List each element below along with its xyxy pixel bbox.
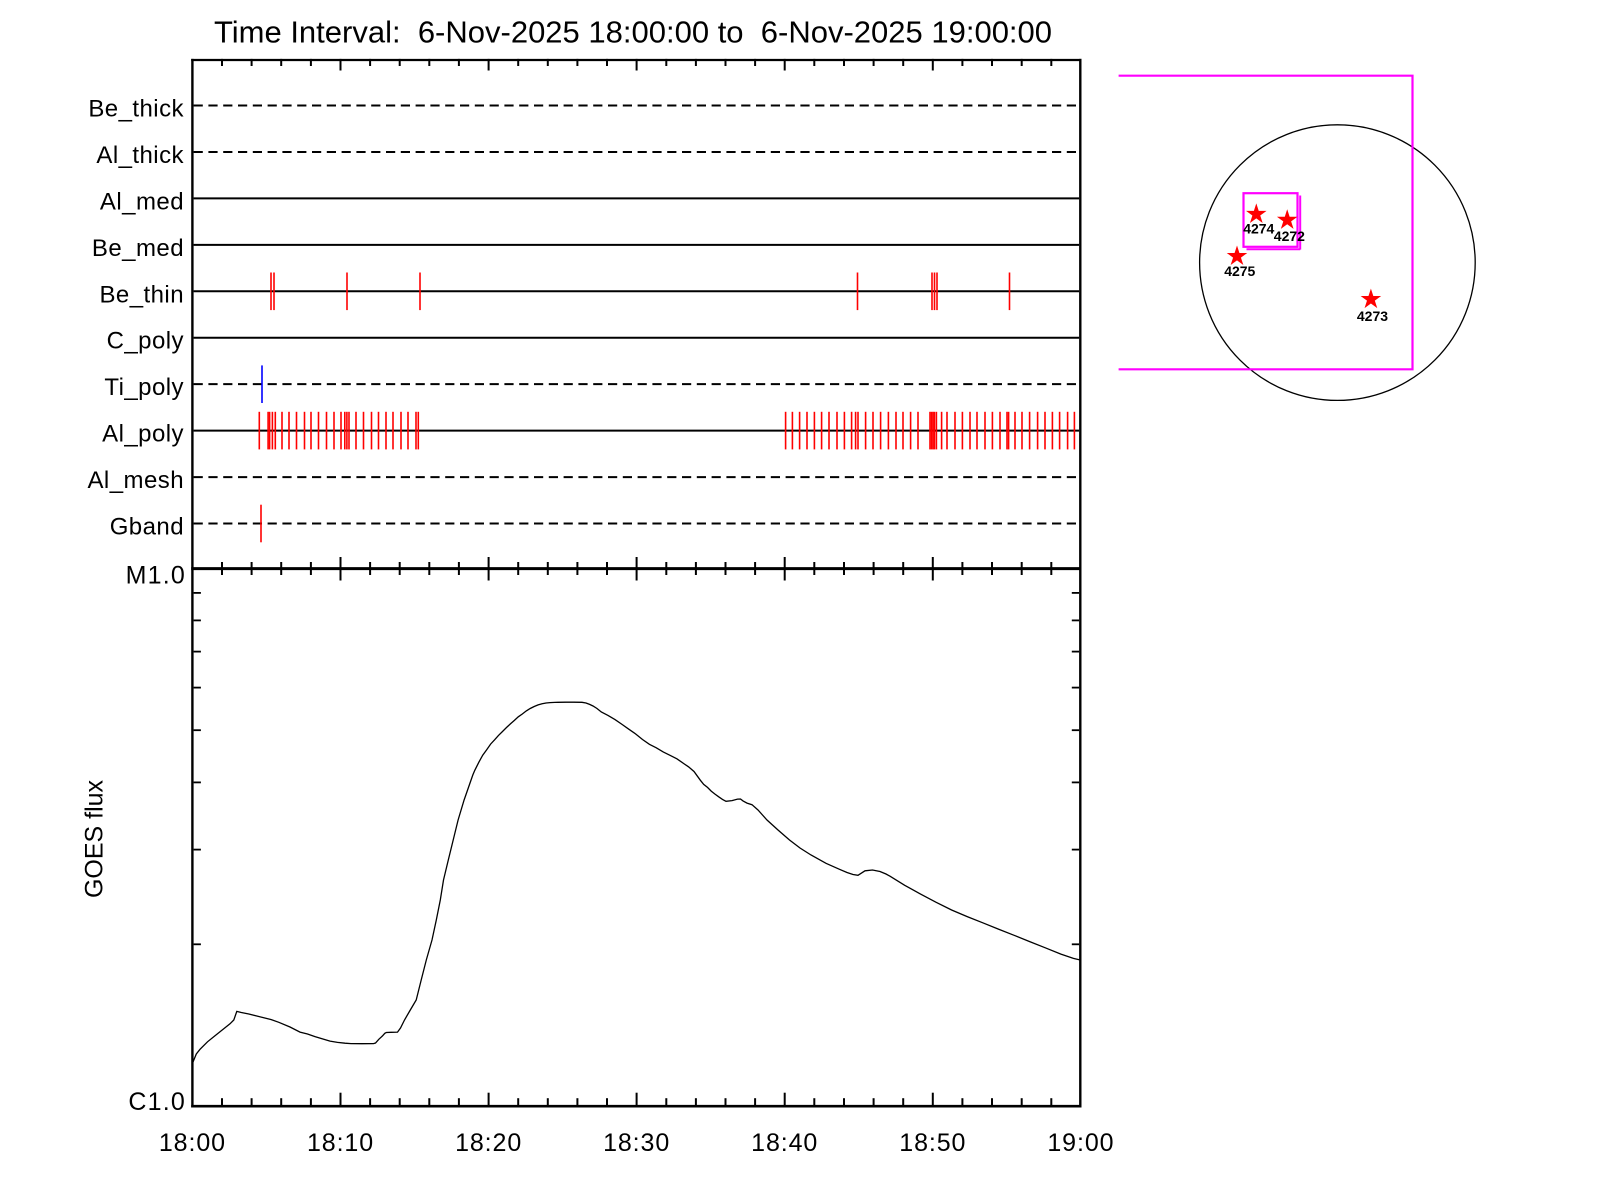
svg-text:Al_poly: Al_poly — [102, 421, 184, 448]
svg-text:Al_med: Al_med — [100, 188, 184, 215]
svg-text:Gband: Gband — [110, 514, 184, 541]
svg-text:4274: 4274 — [1243, 221, 1274, 237]
svg-text:19:00: 19:00 — [1047, 1129, 1114, 1157]
svg-text:Be_thin: Be_thin — [99, 281, 184, 308]
svg-text:18:10: 18:10 — [307, 1129, 374, 1157]
svg-text:18:40: 18:40 — [751, 1129, 818, 1157]
svg-text:18:50: 18:50 — [899, 1129, 966, 1157]
svg-text:18:00: 18:00 — [159, 1129, 226, 1157]
svg-text:M1.0: M1.0 — [126, 562, 186, 590]
svg-text:Al_thick: Al_thick — [96, 142, 184, 169]
svg-text:GOES flux: GOES flux — [81, 779, 109, 898]
svg-text:18:30: 18:30 — [603, 1129, 670, 1157]
svg-text:Ti_poly: Ti_poly — [104, 374, 184, 401]
svg-text:C1.0: C1.0 — [128, 1088, 186, 1116]
svg-text:Time Interval: 6-Nov-2025 18:: Time Interval: 6-Nov-2025 18:00:00 to 6-… — [214, 15, 1052, 50]
svg-text:Al_mesh: Al_mesh — [87, 467, 184, 494]
svg-text:C_poly: C_poly — [107, 328, 184, 355]
svg-text:4272: 4272 — [1274, 228, 1305, 244]
svg-text:Be_thick: Be_thick — [88, 96, 184, 123]
svg-text:4273: 4273 — [1357, 308, 1388, 324]
svg-text:Be_med: Be_med — [92, 235, 184, 262]
svg-text:4275: 4275 — [1224, 263, 1255, 279]
svg-text:18:20: 18:20 — [455, 1129, 522, 1157]
